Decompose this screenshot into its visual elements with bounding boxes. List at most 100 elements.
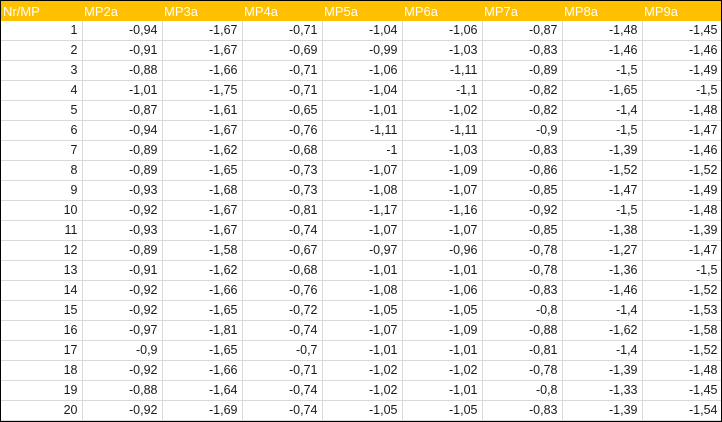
table-cell[interactable]: -1,01 xyxy=(402,380,483,401)
table-cell[interactable]: -1,06 xyxy=(402,280,483,301)
table-cell[interactable]: -0,91 xyxy=(82,260,163,281)
column-header-nr-mp[interactable]: Nr/MP xyxy=(1,1,82,21)
table-cell[interactable]: -1,39 xyxy=(562,140,643,161)
table-cell[interactable]: -0,87 xyxy=(482,21,563,41)
table-cell[interactable]: -1,09 xyxy=(402,320,483,341)
table-cell[interactable]: -0,89 xyxy=(482,60,563,81)
table-cell[interactable]: -1,03 xyxy=(402,40,483,61)
row-number-cell[interactable]: 16 xyxy=(1,320,83,341)
table-cell[interactable]: -1,66 xyxy=(162,280,243,301)
table-cell[interactable]: -1,46 xyxy=(642,40,721,61)
table-cell[interactable]: -1,47 xyxy=(562,180,643,201)
table-cell[interactable]: -1,02 xyxy=(402,100,483,121)
table-cell[interactable]: -0,74 xyxy=(242,220,323,241)
table-cell[interactable]: -0,83 xyxy=(482,280,563,301)
table-cell[interactable]: -1,17 xyxy=(322,200,403,221)
table-cell[interactable]: -1,39 xyxy=(562,360,643,381)
table-cell[interactable]: -1,5 xyxy=(642,80,721,101)
row-number-cell[interactable]: 3 xyxy=(1,60,83,81)
table-cell[interactable]: -0,69 xyxy=(242,40,323,61)
column-header-mp3a[interactable]: MP3a xyxy=(162,1,242,21)
table-cell[interactable]: -1,53 xyxy=(642,300,721,321)
table-cell[interactable]: -1,52 xyxy=(642,340,721,361)
table-cell[interactable]: -0,67 xyxy=(242,240,323,261)
table-cell[interactable]: -0,81 xyxy=(242,200,323,221)
row-number-cell[interactable]: 10 xyxy=(1,200,83,221)
table-cell[interactable]: -0,85 xyxy=(482,220,563,241)
table-cell[interactable]: -1,67 xyxy=(162,200,243,221)
table-cell[interactable]: -1,02 xyxy=(402,360,483,381)
table-cell[interactable]: -1,05 xyxy=(322,400,403,421)
table-cell[interactable]: -1,39 xyxy=(642,220,721,241)
table-cell[interactable]: -0,74 xyxy=(242,320,323,341)
table-cell[interactable]: -0,8 xyxy=(482,380,563,401)
table-cell[interactable]: -1,62 xyxy=(162,260,243,281)
row-number-cell[interactable]: 14 xyxy=(1,280,83,301)
table-cell[interactable]: -1,48 xyxy=(642,100,721,121)
table-cell[interactable]: -1,52 xyxy=(562,160,643,181)
table-cell[interactable]: -0,71 xyxy=(242,360,323,381)
table-cell[interactable]: -1,75 xyxy=(162,80,243,101)
table-cell[interactable]: -0,71 xyxy=(242,60,323,81)
table-cell[interactable]: -1,05 xyxy=(402,300,483,321)
table-cell[interactable]: -1,16 xyxy=(402,200,483,221)
table-cell[interactable]: -1,62 xyxy=(562,320,643,341)
table-cell[interactable]: -0,89 xyxy=(82,140,163,161)
table-cell[interactable]: -1,61 xyxy=(162,100,243,121)
table-cell[interactable]: -0,83 xyxy=(482,40,563,61)
table-cell[interactable]: -1,01 xyxy=(322,260,403,281)
row-number-cell[interactable]: 2 xyxy=(1,40,83,61)
table-cell[interactable]: -0,93 xyxy=(82,180,163,201)
table-cell[interactable]: -1,46 xyxy=(642,140,721,161)
column-header-mp5a[interactable]: MP5a xyxy=(322,1,402,21)
row-number-cell[interactable]: 9 xyxy=(1,180,83,201)
table-cell[interactable]: -0,86 xyxy=(482,160,563,181)
table-cell[interactable]: -1,52 xyxy=(642,160,721,181)
table-cell[interactable]: -1,09 xyxy=(402,160,483,181)
table-cell[interactable]: -1,39 xyxy=(562,400,643,421)
table-cell[interactable]: -1,81 xyxy=(162,320,243,341)
table-cell[interactable]: -1,33 xyxy=(562,380,643,401)
table-cell[interactable]: -1,48 xyxy=(642,360,721,381)
table-cell[interactable]: -1,65 xyxy=(162,340,243,361)
row-number-cell[interactable]: 5 xyxy=(1,100,83,121)
table-cell[interactable]: -1,45 xyxy=(642,21,721,41)
table-cell[interactable]: -1,11 xyxy=(402,120,483,141)
table-cell[interactable]: -0,78 xyxy=(482,240,563,261)
table-cell[interactable]: -0,8 xyxy=(482,300,563,321)
table-cell[interactable]: -1,4 xyxy=(562,300,643,321)
table-cell[interactable]: -1,01 xyxy=(402,260,483,281)
table-cell[interactable]: -1,67 xyxy=(162,21,243,41)
table-cell[interactable]: -0,78 xyxy=(482,360,563,381)
table-cell[interactable]: -0,93 xyxy=(82,220,163,241)
row-number-cell[interactable]: 13 xyxy=(1,260,83,281)
table-cell[interactable]: -0,92 xyxy=(82,200,163,221)
table-cell[interactable]: -0,97 xyxy=(82,320,163,341)
table-cell[interactable]: -1,02 xyxy=(322,360,403,381)
column-header-mp9a[interactable]: MP9a xyxy=(642,1,721,21)
table-cell[interactable]: -1,07 xyxy=(322,320,403,341)
row-number-cell[interactable]: 12 xyxy=(1,240,83,261)
table-cell[interactable]: -0,73 xyxy=(242,160,323,181)
row-number-cell[interactable]: 6 xyxy=(1,120,83,141)
table-cell[interactable]: -0,89 xyxy=(82,240,163,261)
column-header-mp2a[interactable]: MP2a xyxy=(82,1,162,21)
table-cell[interactable]: -1,05 xyxy=(402,400,483,421)
table-cell[interactable]: -1,48 xyxy=(642,200,721,221)
table-cell[interactable]: -1,11 xyxy=(322,120,403,141)
table-cell[interactable]: -0,74 xyxy=(242,380,323,401)
table-cell[interactable]: -1,66 xyxy=(162,60,243,81)
table-cell[interactable]: -1,07 xyxy=(322,160,403,181)
table-cell[interactable]: -1,68 xyxy=(162,180,243,201)
table-cell[interactable]: -0,68 xyxy=(242,140,323,161)
table-cell[interactable]: -1,08 xyxy=(322,180,403,201)
table-cell[interactable]: -0,99 xyxy=(322,40,403,61)
table-cell[interactable]: -1,49 xyxy=(642,60,721,81)
table-cell[interactable]: -0,9 xyxy=(82,340,163,361)
table-cell[interactable]: -1,07 xyxy=(402,220,483,241)
table-cell[interactable]: -0,97 xyxy=(322,240,403,261)
table-cell[interactable]: -1,64 xyxy=(162,380,243,401)
table-cell[interactable]: -0,88 xyxy=(82,60,163,81)
table-cell[interactable]: -0,76 xyxy=(242,120,323,141)
table-cell[interactable]: -0,7 xyxy=(242,340,323,361)
